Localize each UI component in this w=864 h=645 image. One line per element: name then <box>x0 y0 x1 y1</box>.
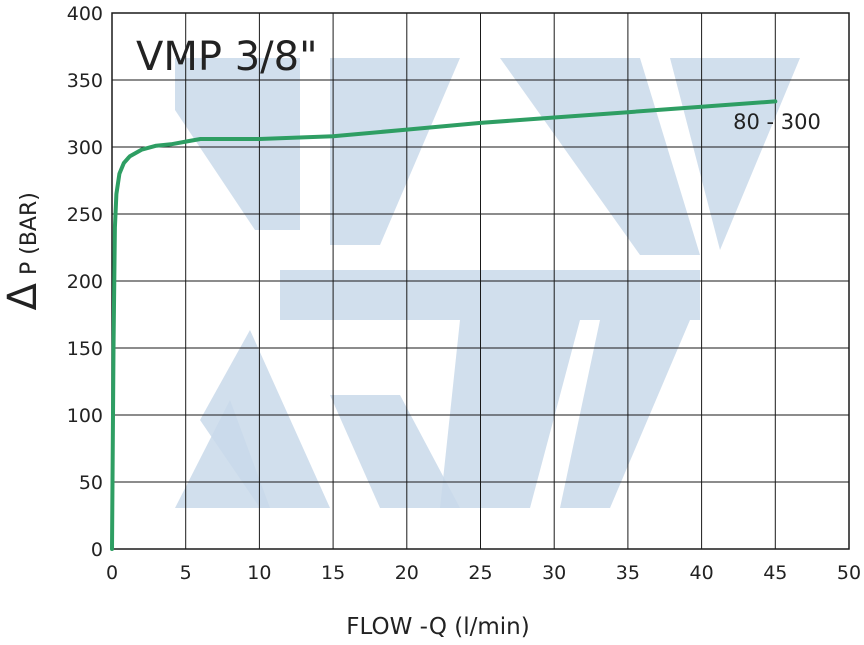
x-tick-label: 15 <box>321 562 345 584</box>
y-tick-label: 350 <box>67 70 103 92</box>
y-tick-label: 50 <box>79 472 103 494</box>
x-tick-label: 0 <box>106 562 118 584</box>
x-axis-ticks: 0 5 10 15 20 25 30 35 40 45 50 <box>106 562 861 584</box>
y-axis-delta-symbol: Δ <box>0 282 46 310</box>
plot-frame <box>111 12 850 550</box>
y-tick-label: 150 <box>67 338 103 360</box>
x-tick-label: 45 <box>763 562 787 584</box>
y-tick-label: 250 <box>67 204 103 226</box>
x-tick-label: 25 <box>468 562 492 584</box>
y-axis-label: Δ P (BAR) <box>0 192 46 310</box>
x-tick-label: 5 <box>180 562 192 584</box>
y-tick-label: 200 <box>67 271 103 293</box>
x-tick-label: 10 <box>247 562 271 584</box>
y-tick-label: 400 <box>67 3 103 25</box>
series-line <box>110 99 778 551</box>
x-axis-label: FLOW -Q (l/min) <box>346 614 529 640</box>
watermark-logo <box>175 58 800 508</box>
series-label: 80 - 300 <box>733 110 821 134</box>
x-tick-label: 50 <box>837 562 861 584</box>
chart-title: VMP 3/8" <box>136 34 317 80</box>
y-axis-ticks: 0 50 100 150 200 250 300 350 400 <box>67 3 103 561</box>
series-layer <box>110 99 778 551</box>
x-tick-label: 30 <box>542 562 566 584</box>
x-tick-label: 35 <box>616 562 640 584</box>
y-axis-label-text: P (BAR) <box>17 192 42 275</box>
y-tick-label: 300 <box>67 137 103 159</box>
x-tick-label: 20 <box>395 562 419 584</box>
y-tick-label: 100 <box>67 405 103 427</box>
x-tick-label: 40 <box>690 562 714 584</box>
y-tick-label: 0 <box>91 539 103 561</box>
